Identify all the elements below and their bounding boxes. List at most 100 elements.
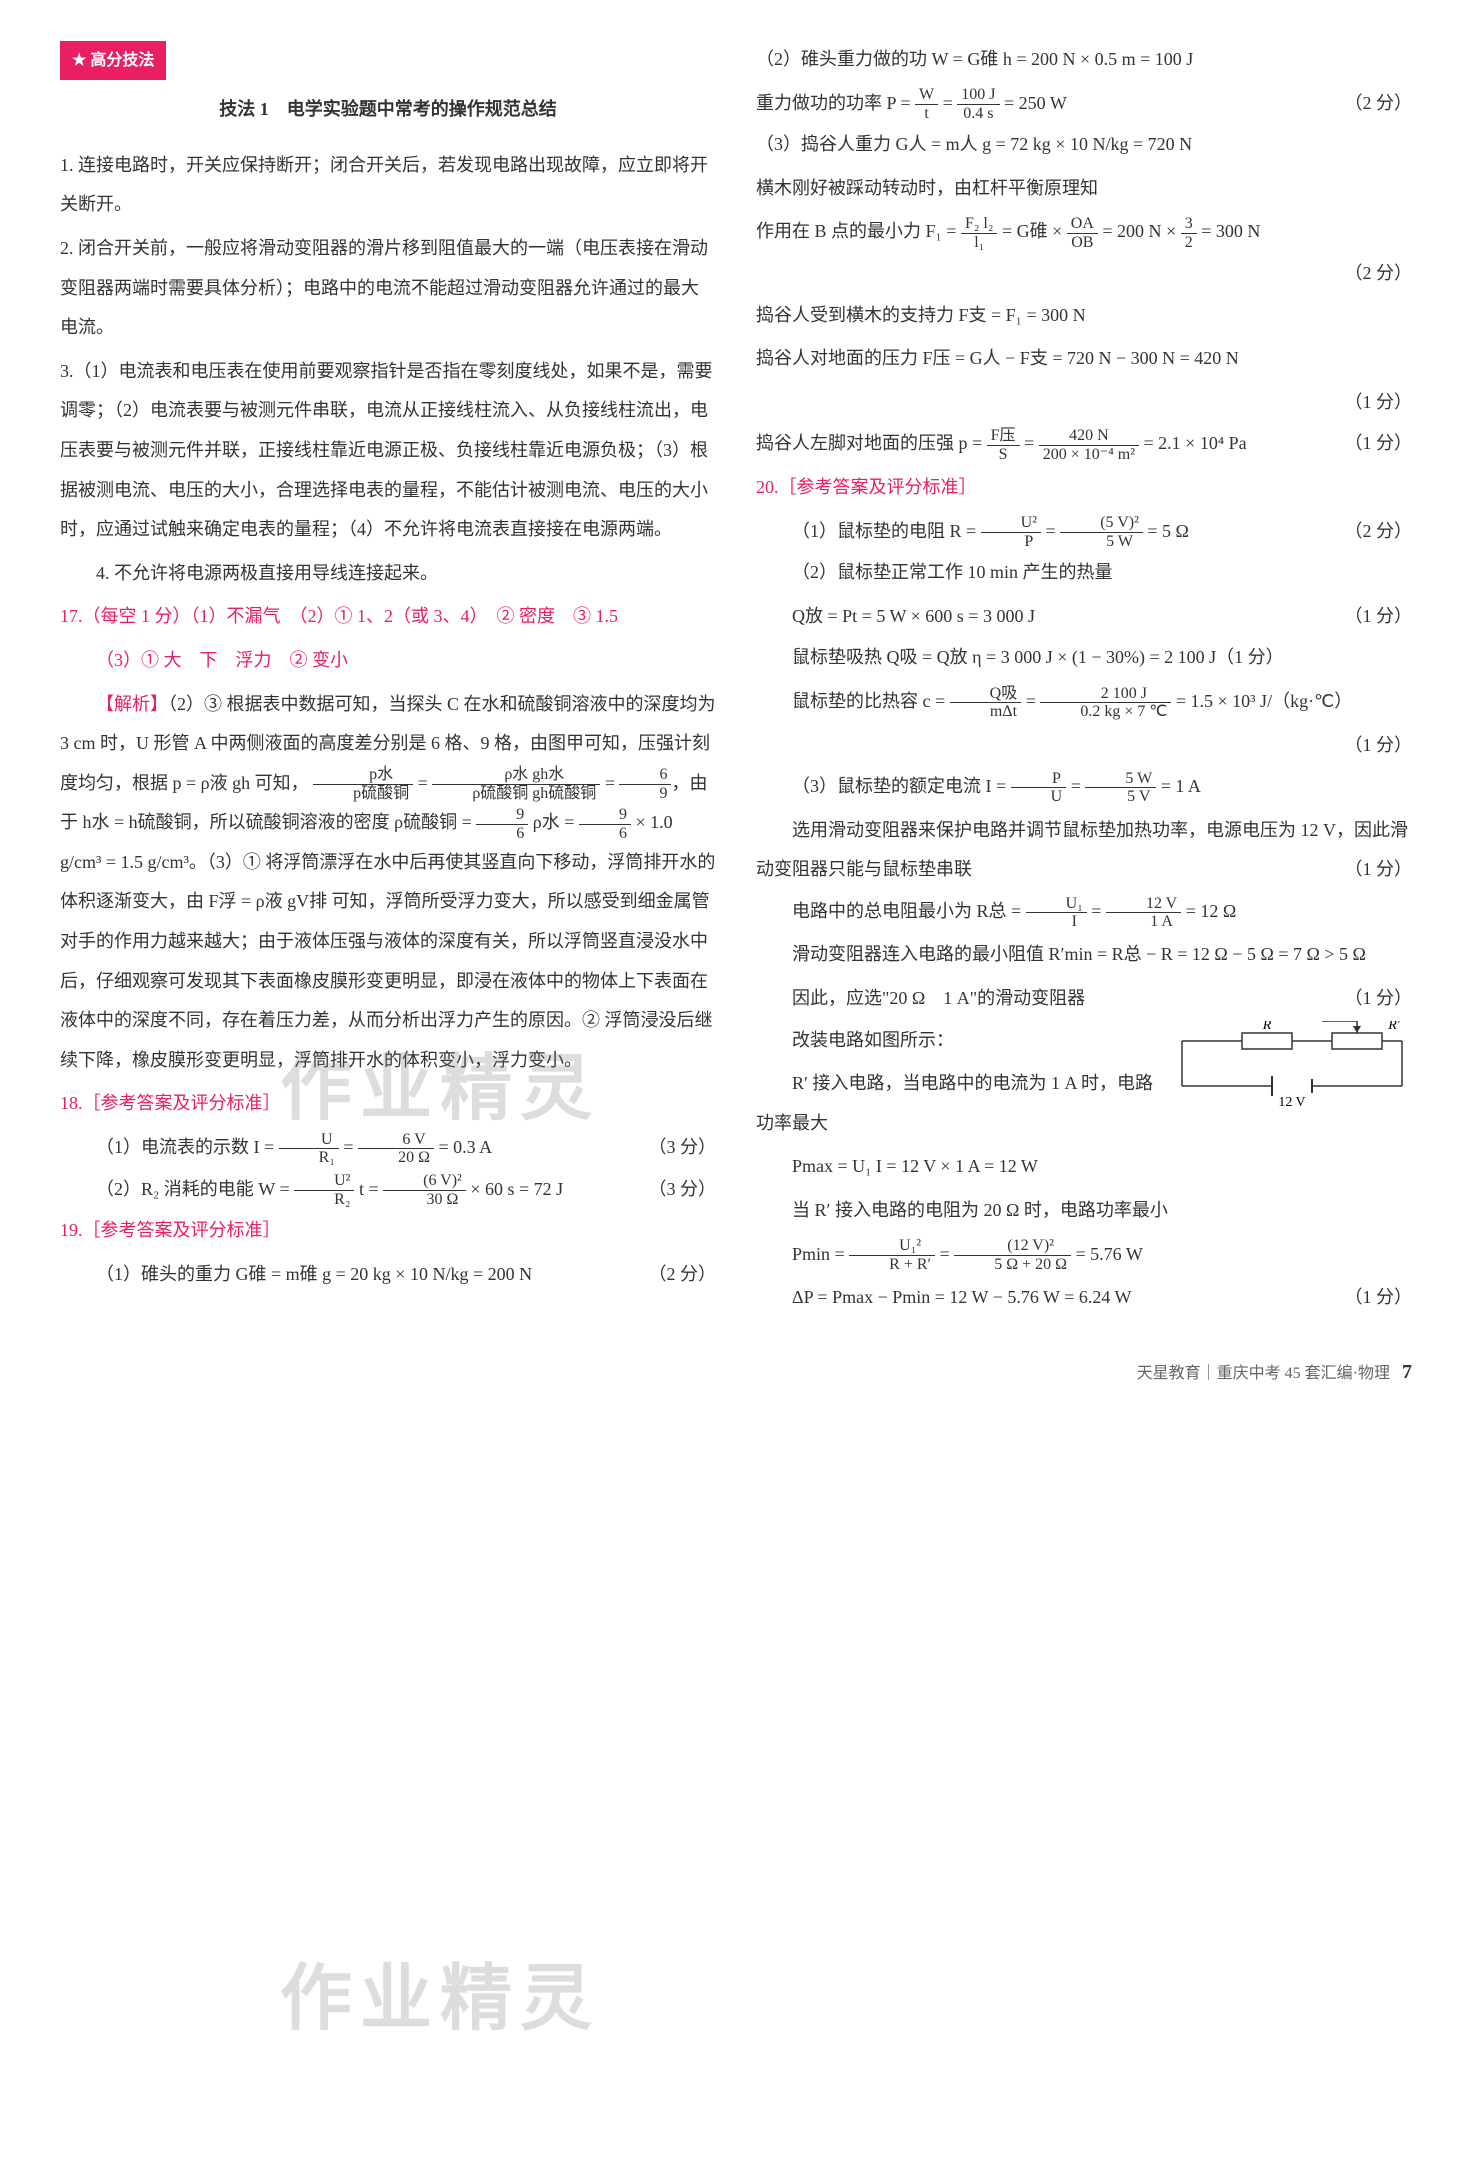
score: （1 分）	[1309, 979, 1413, 1019]
q20-3c: 电路中的总电阻最小为 R总 = U₁I = 12 V1 A = 12 Ω	[756, 892, 1412, 932]
q20-3b: 选用滑动变阻器来保护电路并调节鼠标垫加热功率，电源电压为 12 V，因此滑动变阻…	[756, 811, 1412, 890]
q20-3k: ΔP = Pmax − Pmin = 12 W − 5.76 W = 6.24 …	[756, 1278, 1412, 1318]
watermark: 作业精灵	[280, 1920, 600, 2078]
r8: 捣谷人左脚对地面的压强 p = F压S = 420 N200 × 10⁻⁴ m²…	[756, 424, 1412, 464]
r7-score-line: （1 分）	[756, 383, 1412, 423]
fraction: Q吸mΔt	[950, 685, 1022, 721]
fraction: (6 V)²30 Ω	[383, 1172, 466, 1208]
score: （2 分）	[1345, 254, 1413, 294]
q20-2d-text: 鼠标垫的比热容 c =	[792, 691, 950, 711]
score: （1 分）	[1309, 597, 1413, 637]
q18-2: （2）R₂ 消耗的电能 W = U²R₂ t = (6 V)²30 Ω × 60…	[60, 1170, 716, 1210]
fraction: (5 V)²5 W	[1060, 514, 1143, 550]
q17-line2: （3）① 大 下 浮力 ② 变小	[60, 641, 716, 681]
brand-name: 天星教育	[1137, 1365, 1201, 1382]
q20-3f: R R′ 12 V 改装电路如图所示：	[756, 1021, 1412, 1061]
q18-1: （1）电流表的示数 I = UR₁ = 6 V20 Ω = 0.3 A （3 分…	[60, 1128, 716, 1168]
q20-2c: 鼠标垫吸热 Q吸 = Q放 η = 3 000 J × (1 − 30%) = …	[756, 638, 1412, 678]
score: （3 分）	[613, 1128, 717, 1168]
footer-brand: 天星教育｜重庆中考 45 套汇编·物理	[1137, 1365, 1394, 1382]
fraction: 96	[579, 806, 631, 842]
v-label: 12 V	[1278, 1095, 1305, 1110]
r5-text: 作用在 B 点的最小力 F₁ =	[756, 221, 961, 241]
score: （1 分）	[1345, 424, 1413, 464]
score: （1 分）	[1309, 850, 1413, 890]
left-column: 高分技法 技法 1 电学实验题中常考的操作规范总结 1. 连接电路时，开关应保持…	[60, 40, 716, 1320]
q20-3h: Pmax = U₁ I = 12 V × 1 A = 12 W	[756, 1147, 1412, 1187]
fraction: U₁²R + R′	[849, 1237, 935, 1273]
q18-2-text-a: （2）R₂ 消耗的电能 W =	[96, 1179, 294, 1199]
rule-4: 4. 不允许将电源两极直接用导线连接起来。	[60, 554, 716, 594]
r4: 横木刚好被踩动转动时，由杠杆平衡原理知	[756, 169, 1412, 209]
r2-text: 重力做功的功率 P =	[756, 93, 915, 113]
score: （1 分）	[1309, 1278, 1413, 1318]
book-name: ｜重庆中考 45 套汇编·物理	[1201, 1365, 1390, 1382]
fraction: 2 100 J0.2 kg × 7 ℃	[1040, 685, 1171, 721]
r8-text-b: = 2.1 × 10⁴ Pa	[1144, 433, 1247, 453]
r8-text-a: 捣谷人左脚对地面的压强 p =	[756, 433, 987, 453]
fraction: UR₁	[279, 1131, 339, 1167]
q20-3e-text: 因此，应选"20 Ω 1 A"的滑动变阻器	[792, 988, 1085, 1008]
fraction: U₁I	[1026, 895, 1087, 931]
score: （2 分）	[613, 1255, 717, 1295]
q20-3e: 因此，应选"20 Ω 1 A"的滑动变阻器 （1 分）	[756, 979, 1412, 1019]
q18-1-text: （1）电流表的示数 I =	[96, 1137, 279, 1157]
fraction: U²R₂	[294, 1172, 354, 1208]
q20-2d: 鼠标垫的比热容 c = Q吸mΔt = 2 100 J0.2 kg × 7 ℃ …	[756, 682, 1412, 722]
rp-label: R′	[1387, 1021, 1401, 1033]
r7: 捣谷人对地面的压力 F压 = G人 − F支 = 720 N − 300 N =…	[756, 339, 1412, 379]
fraction: 32	[1181, 215, 1197, 251]
score: （2 分）	[1345, 84, 1413, 124]
q18-2-text-b: t =	[359, 1179, 383, 1199]
q20-heading: 20.［参考答案及评分标准］	[756, 468, 1412, 508]
r2: 重力做功的功率 P = Wt = 100 J0.4 s = 250 W （2 分…	[756, 84, 1412, 124]
r1: （2）碓头重力做的功 W = G碓 h = 200 N × 0.5 m = 10…	[756, 40, 1412, 80]
q19-1: （1）碓头的重力 G碓 = m碓 g = 20 kg × 10 N/kg = 2…	[60, 1255, 716, 1295]
r3: （3）捣谷人重力 G人 = m人 g = 72 kg × 10 N/kg = 7…	[756, 125, 1412, 165]
score: （1 分）	[1345, 383, 1413, 423]
fraction: ρ水 gh水ρ硫酸铜 gh硫酸铜	[432, 766, 600, 802]
q20-3d: 滑动变阻器连入电路的最小阻值 R′min = R总 − R = 12 Ω − 5…	[756, 935, 1412, 975]
score: （3 分）	[613, 1170, 717, 1210]
q20-3j-text: Pmin =	[792, 1244, 849, 1264]
right-column: （2）碓头重力做的功 W = G碓 h = 200 N × 0.5 m = 10…	[756, 40, 1412, 1320]
score: （2 分）	[1309, 512, 1413, 552]
q17-analysis: 【解析】（2）③ 根据表中数据可知，当探头 C 在水和硫酸铜溶液中的深度均为 3…	[60, 685, 716, 1081]
fraction: 420 N200 × 10⁻⁴ m²	[1039, 427, 1139, 463]
q20-3k-text: ΔP = Pmax − Pmin = 12 W − 5.76 W = 6.24 …	[792, 1287, 1132, 1307]
fraction: PU	[1011, 770, 1067, 806]
q17-heading: 17.（每空 1 分）（1）不漏气 （2）① 1、2（或 3、4） ② 密度 ③…	[60, 597, 716, 637]
page-footer: 天星教育｜重庆中考 45 套汇编·物理 7	[60, 1350, 1412, 1394]
q20-1: （1）鼠标垫的电阻 R = U²P = (5 V)²5 W = 5 Ω （2 分…	[756, 512, 1412, 552]
q20-1-text: （1）鼠标垫的电阻 R =	[792, 521, 981, 541]
fraction: 96	[476, 806, 528, 842]
q20-3i: 当 R′ 接入电路的电阻为 20 Ω 时，电路功率最小	[756, 1191, 1412, 1231]
q20-3j: Pmin = U₁²R + R′ = (12 V)²5 Ω + 20 Ω = 5…	[756, 1235, 1412, 1275]
circuit-diagram: R R′ 12 V	[1172, 1021, 1412, 1111]
rule-3: 3.（1）电流表和电压表在使用前要观察指针是否指在零刻度线处，如果不是，需要调零…	[60, 352, 716, 550]
fraction: U²P	[981, 514, 1041, 550]
analysis-label: 【解析】	[96, 694, 168, 714]
q19-1-text: （1）碓头的重力 G碓 = m碓 g = 20 kg × 10 N/kg = 2…	[96, 1264, 532, 1284]
technique-badge: 高分技法	[60, 41, 166, 80]
q18-heading: 18.［参考答案及评分标准］	[60, 1084, 716, 1124]
q20-3-text: （3）鼠标垫的额定电流 I =	[792, 776, 1011, 796]
q20-2b: Q放 = Pt = 5 W × 600 s = 3 000 J （1 分）	[756, 597, 1412, 637]
fraction: p水p硫酸铜	[313, 766, 413, 802]
r-label: R	[1262, 1021, 1272, 1033]
fraction: 69	[619, 766, 671, 802]
fraction: F₂ l₂l₁	[961, 215, 998, 251]
q20-2d-score-line: （1 分）	[756, 726, 1412, 766]
method-title: 技法 1 电学实验题中常考的操作规范总结	[60, 90, 716, 130]
fraction: 6 V20 Ω	[358, 1131, 434, 1167]
fraction: F压S	[987, 427, 1020, 463]
q18-2-text-c: × 60 s = 72 J	[470, 1179, 563, 1199]
q20-3f-text: 改装电路如图所示：	[792, 1030, 954, 1050]
q17-analysis-2b: ρ水 =	[528, 812, 579, 832]
q20-3c-text: 电路中的总电阻最小为 R总 =	[792, 901, 1026, 921]
q20-2b-text: Q放 = Pt = 5 W × 600 s = 3 000 J	[792, 606, 1035, 626]
q19-heading: 19.［参考答案及评分标准］	[60, 1211, 716, 1251]
fraction: 12 V1 A	[1106, 895, 1181, 931]
score: （1 分）	[1345, 726, 1413, 766]
page-number: 7	[1402, 1361, 1412, 1383]
